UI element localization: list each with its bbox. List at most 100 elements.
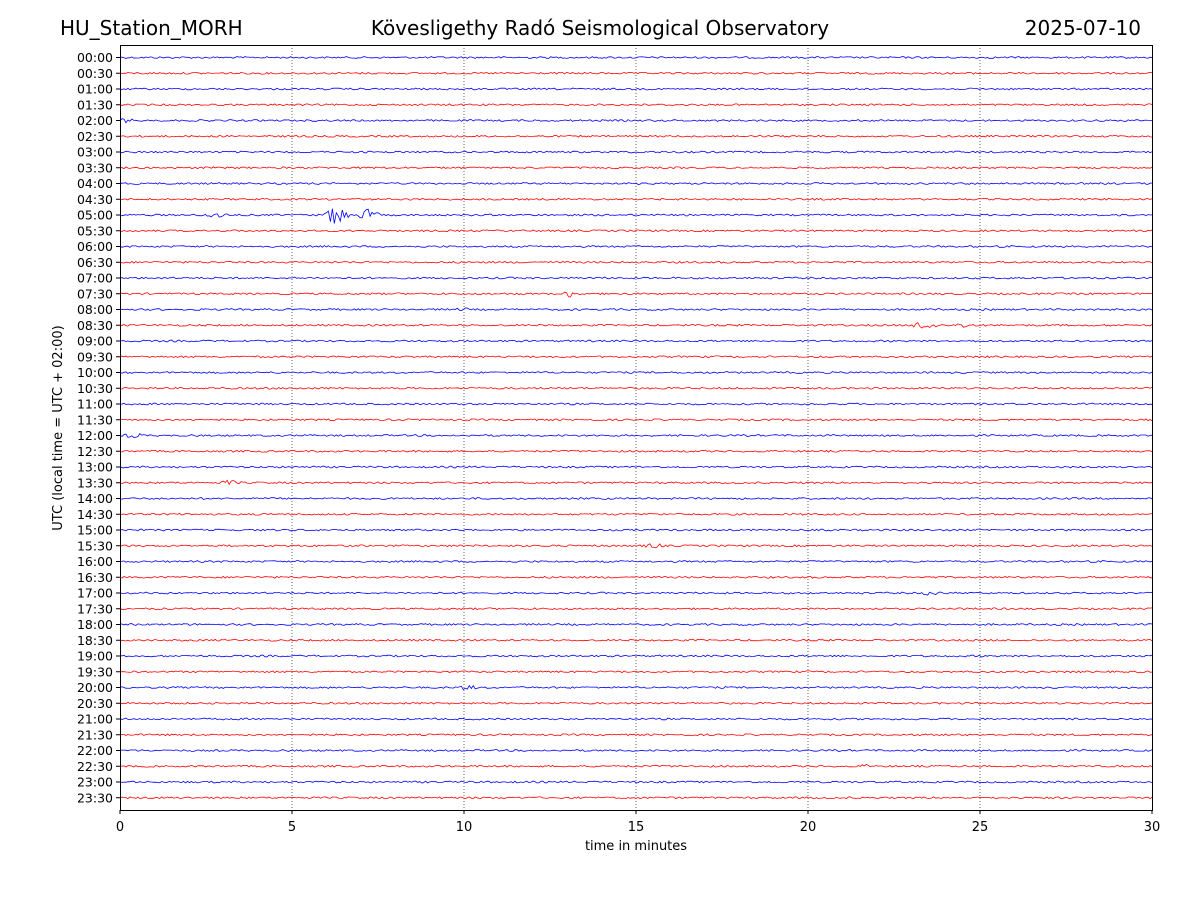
y-tick-label: 22:30 xyxy=(77,759,113,774)
trace-2000 xyxy=(119,684,1153,691)
y-tick-label: 14:00 xyxy=(77,491,113,506)
y-tick-label: 16:00 xyxy=(77,554,113,569)
trace-0600 xyxy=(119,245,1153,248)
y-tick-label: 05:30 xyxy=(77,223,113,238)
trace-0030 xyxy=(119,71,1152,75)
trace-0730 xyxy=(119,291,1153,298)
y-tick-label: 02:30 xyxy=(77,129,113,144)
trace-0330 xyxy=(119,166,1153,170)
trace-0500 xyxy=(120,208,1153,224)
y-tick-label: 07:30 xyxy=(77,286,113,301)
trace-0230 xyxy=(119,134,1153,138)
y-tick-label: 21:00 xyxy=(77,712,113,727)
trace-1100 xyxy=(120,402,1153,406)
y-tick-label: 09:00 xyxy=(77,334,113,349)
y-tick-label: 12:30 xyxy=(77,444,113,459)
y-tick-labels: 00:0000:3001:0001:3002:0002:3003:0003:30… xyxy=(77,50,120,805)
x-tick-label: 20 xyxy=(800,820,817,835)
y-tick-label: 21:30 xyxy=(77,727,113,742)
y-tick-label: 08:30 xyxy=(77,318,113,333)
gridlines xyxy=(291,45,981,810)
plot-frame xyxy=(120,45,1153,811)
trace-0000 xyxy=(119,56,1153,59)
trace-1730 xyxy=(119,607,1153,611)
y-tick-label: 01:00 xyxy=(77,82,113,97)
y-tick-label: 15:30 xyxy=(77,538,113,553)
y-tick-label: 16:30 xyxy=(77,570,113,585)
trace-0700 xyxy=(119,276,1153,280)
trace-1330 xyxy=(119,479,1153,486)
trace-1700 xyxy=(119,591,1153,596)
y-tick-label: 22:00 xyxy=(77,743,113,758)
y-tick-label: 12:00 xyxy=(77,428,113,443)
y-tick-label: 13:00 xyxy=(77,460,113,475)
trace-0300 xyxy=(119,150,1153,154)
y-tick-label: 14:30 xyxy=(77,507,113,522)
y-tick-label: 06:30 xyxy=(77,255,113,270)
y-tick-label: 23:00 xyxy=(77,775,113,790)
trace-1900 xyxy=(119,654,1153,658)
trace-1030 xyxy=(119,386,1153,390)
trace-2130 xyxy=(119,733,1153,737)
y-tick-label: 06:00 xyxy=(77,239,113,254)
y-tick-label: 10:30 xyxy=(77,381,113,396)
trace-2230 xyxy=(119,763,1153,768)
y-tick-label: 19:00 xyxy=(77,649,113,664)
y-axis-label: UTC (local time = UTC + 02:00) xyxy=(51,325,66,530)
y-tick-label: 17:30 xyxy=(77,601,113,616)
trace-1530 xyxy=(119,543,1153,549)
x-ticks: 0 5 10 15 20 25 30 xyxy=(116,810,1160,835)
x-tick-label: 15 xyxy=(628,820,645,835)
trace-0800 xyxy=(119,307,1153,312)
seismogram-traces xyxy=(119,56,1153,800)
x-tick-label: 0 xyxy=(116,820,124,835)
trace-1200 xyxy=(119,433,1153,439)
y-tick-label: 03:00 xyxy=(77,145,113,160)
trace-0430 xyxy=(119,197,1153,201)
trace-0100 xyxy=(119,87,1153,91)
trace-1430 xyxy=(119,512,1153,516)
y-tick-label: 11:00 xyxy=(77,397,113,412)
station-name: HU_Station_MORH xyxy=(60,16,243,40)
trace-1130 xyxy=(119,418,1153,422)
y-tick-label: 09:30 xyxy=(77,349,113,364)
x-tick-label: 30 xyxy=(1144,820,1161,835)
y-tick-label: 17:00 xyxy=(77,586,113,601)
trace-1400 xyxy=(119,497,1153,500)
trace-1800 xyxy=(119,623,1153,626)
y-tick-label: 15:00 xyxy=(77,523,113,538)
trace-1830 xyxy=(119,638,1153,642)
trace-2100 xyxy=(119,717,1153,721)
trace-0530 xyxy=(120,229,1153,233)
x-tick-label: 10 xyxy=(456,820,473,835)
observatory-title: Kövesligethy Radó Seismological Observat… xyxy=(370,16,830,40)
trace-1930 xyxy=(119,670,1153,674)
y-tick-label: 07:00 xyxy=(77,271,113,286)
trace-1600 xyxy=(119,560,1153,563)
trace-1500 xyxy=(119,528,1153,532)
trace-0400 xyxy=(119,182,1153,185)
y-tick-label: 19:30 xyxy=(77,664,113,679)
trace-0630 xyxy=(119,260,1153,264)
x-axis-label: time in minutes xyxy=(585,839,687,854)
trace-0200 xyxy=(119,118,1153,124)
trace-0900 xyxy=(119,339,1153,343)
trace-2200 xyxy=(119,749,1153,752)
trace-1300 xyxy=(119,465,1153,469)
trace-0930 xyxy=(119,355,1153,359)
trace-2300 xyxy=(119,780,1153,784)
y-tick-label: 18:00 xyxy=(77,617,113,632)
y-tick-label: 10:00 xyxy=(77,365,113,380)
y-tick-label: 18:30 xyxy=(77,633,113,648)
trace-2330 xyxy=(119,796,1153,800)
trace-0830 xyxy=(119,322,1153,329)
x-tick-label: 25 xyxy=(972,820,989,835)
trace-1230 xyxy=(119,449,1153,453)
y-tick-label: 20:30 xyxy=(77,696,113,711)
y-tick-label: 20:00 xyxy=(77,680,113,695)
y-tick-label: 02:00 xyxy=(77,113,113,128)
trace-1630 xyxy=(120,575,1152,579)
y-tick-label: 13:30 xyxy=(77,475,113,490)
record-date: 2025-07-10 xyxy=(1024,16,1141,40)
